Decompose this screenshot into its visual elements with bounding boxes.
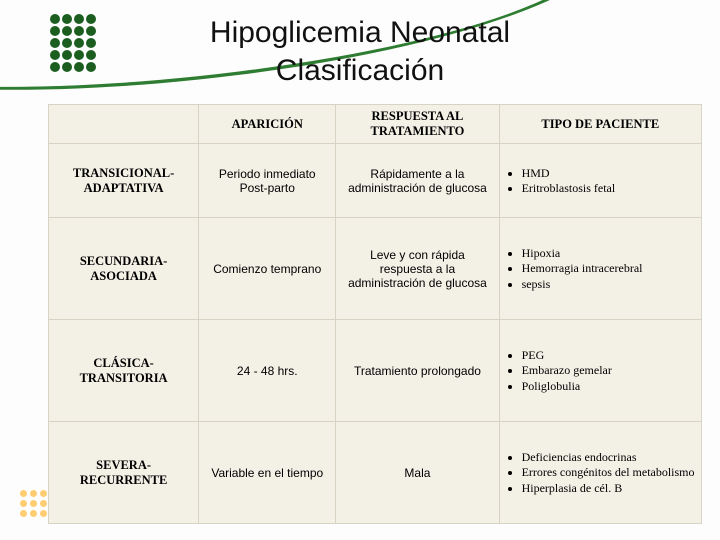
cell-aparicion: 24 - 48 hrs.: [199, 320, 336, 422]
tipo-item: Hemorragia intracerebral: [522, 261, 695, 275]
title-line-2: Clasificación: [276, 54, 444, 87]
cell-aparicion: Variable en el tiempo: [199, 422, 336, 524]
tipo-item: Hiperplasia de cél. B: [522, 481, 695, 495]
row-label: SEVERA-RECURRENTE: [49, 422, 199, 524]
tipo-item: Embarazo gemelar: [522, 363, 695, 377]
cell-respuesta: Rápidamente a la administración de gluco…: [336, 144, 499, 218]
row-label: CLÁSICA-TRANSITORIA: [49, 320, 199, 422]
col-header-respuesta: RESPUESTA AL TRATAMIENTO: [336, 105, 499, 144]
table-row: SEVERA-RECURRENTE Variable en el tiempo …: [49, 422, 702, 524]
table-row: TRANSICIONAL-ADAPTATIVA Periodo inmediat…: [49, 144, 702, 218]
col-header-aparicion: APARICIÓN: [199, 105, 336, 144]
cell-tipos: Deficiencias endocrinas Errores congénit…: [499, 422, 701, 524]
row-label: SECUNDARIA-ASOCIADA: [49, 218, 199, 320]
row-label: TRANSICIONAL-ADAPTATIVA: [49, 144, 199, 218]
tipo-item: HMD: [522, 166, 695, 180]
side-dots-icon: [20, 490, 48, 518]
tipo-item: Eritroblastosis fetal: [522, 181, 695, 195]
table-row: SECUNDARIA-ASOCIADA Comienzo temprano Le…: [49, 218, 702, 320]
cell-tipos: HMD Eritroblastosis fetal: [499, 144, 701, 218]
cell-tipos: Hipoxia Hemorragia intracerebral sepsis: [499, 218, 701, 320]
cell-respuesta: Mala: [336, 422, 499, 524]
tipo-item: sepsis: [522, 277, 695, 291]
cell-respuesta: Leve y con rápida respuesta a la adminis…: [336, 218, 499, 320]
cell-aparicion: Comienzo temprano: [199, 218, 336, 320]
col-header-blank: [49, 105, 199, 144]
page-title: Hipoglicemia Neonatal Clasificación: [0, 14, 720, 89]
classification-table: APARICIÓN RESPUESTA AL TRATAMIENTO TIPO …: [48, 104, 702, 524]
tipo-item: Errores congénitos del metabolismo: [522, 465, 695, 479]
tipo-item: Poliglobulia: [522, 379, 695, 393]
tipo-item: Deficiencias endocrinas: [522, 450, 695, 464]
cell-aparicion: Periodo inmediato Post-parto: [199, 144, 336, 218]
tipo-item: Hipoxia: [522, 246, 695, 260]
classification-table-wrap: APARICIÓN RESPUESTA AL TRATAMIENTO TIPO …: [48, 104, 702, 524]
cell-tipos: PEG Embarazo gemelar Poliglobulia: [499, 320, 701, 422]
table-row: CLÁSICA-TRANSITORIA 24 - 48 hrs. Tratami…: [49, 320, 702, 422]
col-header-tipo: TIPO DE PACIENTE: [499, 105, 701, 144]
title-line-1: Hipoglicemia Neonatal: [210, 16, 510, 49]
cell-respuesta: Tratamiento prolongado: [336, 320, 499, 422]
tipo-item: PEG: [522, 348, 695, 362]
table-header-row: APARICIÓN RESPUESTA AL TRATAMIENTO TIPO …: [49, 105, 702, 144]
